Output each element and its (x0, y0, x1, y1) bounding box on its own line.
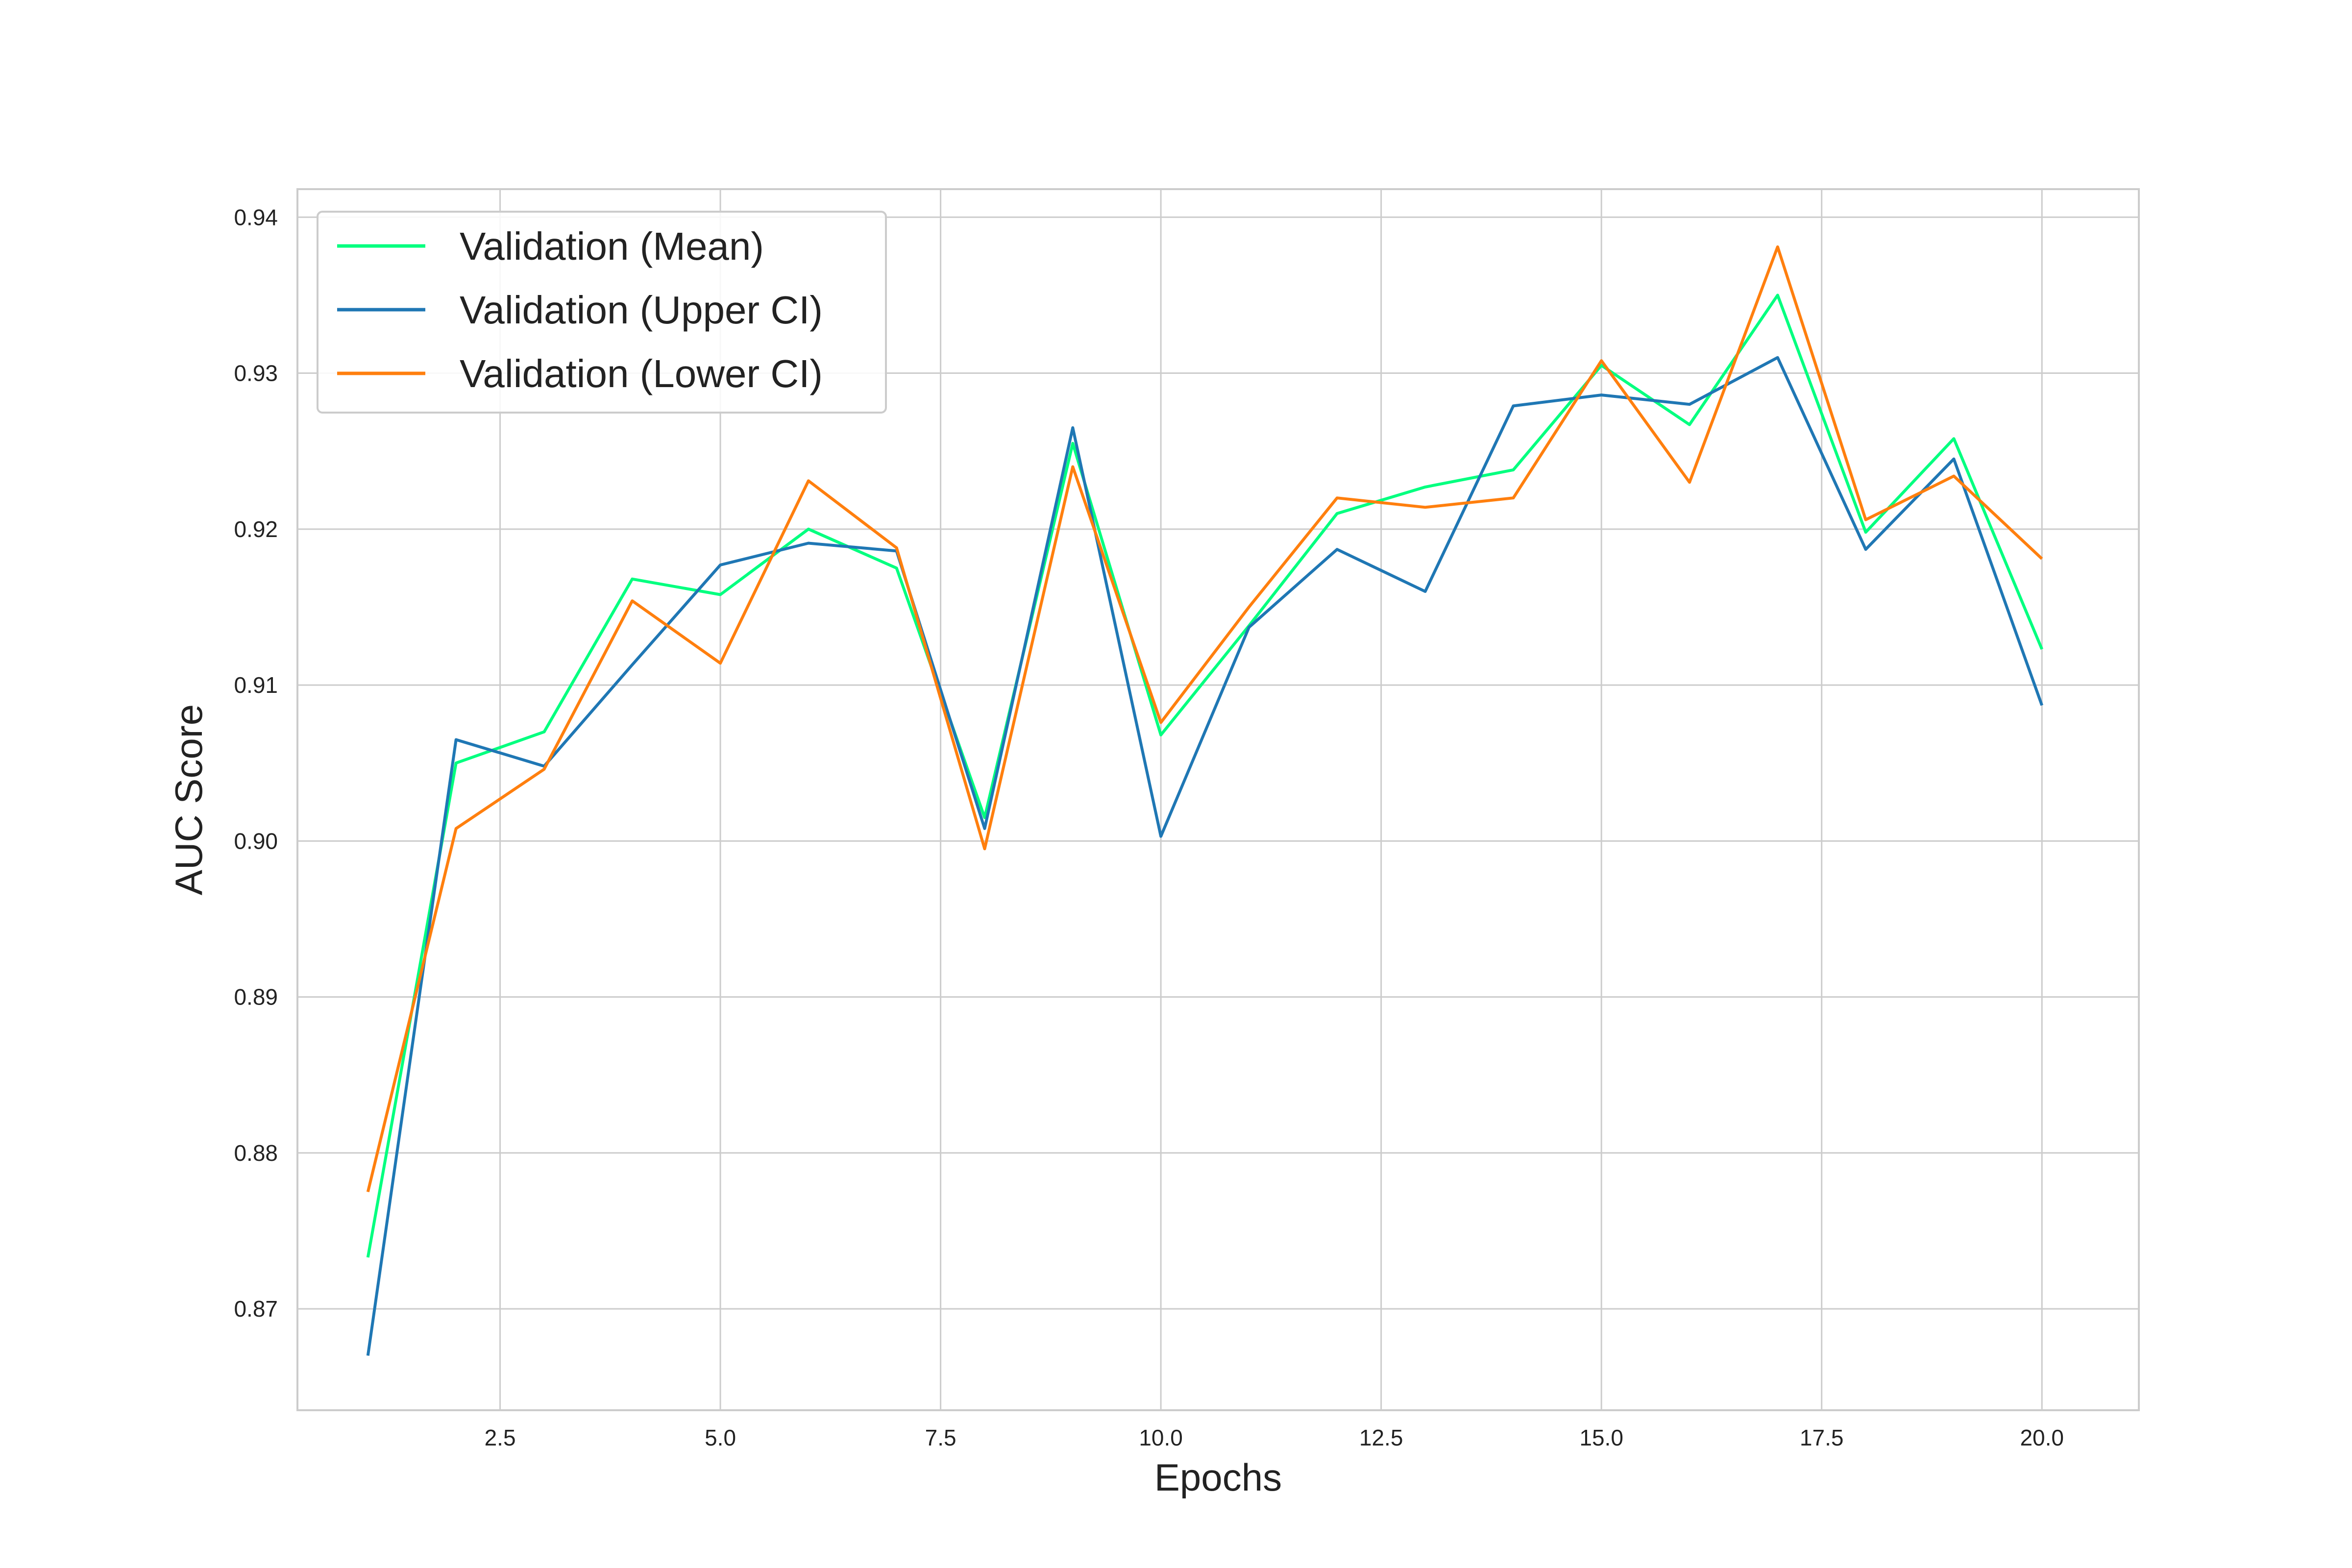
x-tick-label: 10.0 (1139, 1425, 1183, 1450)
x-tick-label: 2.5 (485, 1425, 516, 1450)
x-tick-label: 15.0 (1579, 1425, 1623, 1450)
series-line-1 (366, 294, 2043, 1258)
x-tick-label: 12.5 (1359, 1425, 1403, 1450)
plot-frame (296, 188, 2140, 1411)
series-lines (366, 245, 2044, 1356)
y-tick-label: 0.87 (234, 1296, 278, 1322)
y-tick-label: 0.92 (234, 516, 278, 542)
legend: Validation (Mean) Validation (Upper CI) Va… (317, 211, 887, 414)
y-tick-labels: 0.87 0.88 0.89 0.90 0.91 0.92 0.93 0.94 (234, 204, 278, 1322)
grid-lines (297, 189, 2139, 1410)
legend-label: Validation (Upper CI) (460, 288, 823, 332)
legend-box (317, 211, 887, 414)
y-tick-label: 0.89 (234, 984, 278, 1010)
x-tick-labels: 2.5 5.0 7.5 10.0 12.5 15.0 17.5 20.0 (485, 1425, 2064, 1450)
x-tick-label: 7.5 (925, 1425, 956, 1450)
legend-label: Validation (Lower CI) (460, 352, 823, 395)
y-axis-label: AUC Score (167, 704, 210, 895)
series-line-3 (366, 245, 2043, 1193)
x-tick-label: 5.0 (705, 1425, 736, 1450)
x-tick-label: 20.0 (2020, 1425, 2064, 1450)
y-tick-label: 0.88 (234, 1140, 278, 1166)
x-axis-label: Epochs (1154, 1456, 1282, 1499)
y-tick-label: 0.93 (234, 361, 278, 386)
y-tick-label: 0.90 (234, 828, 278, 854)
x-tick-label: 17.5 (1800, 1425, 1844, 1450)
y-tick-label: 0.94 (234, 204, 278, 230)
legend-label: Validation (Mean) (460, 224, 764, 268)
y-tick-label: 0.91 (234, 672, 278, 698)
series-line-2 (366, 356, 2044, 1356)
